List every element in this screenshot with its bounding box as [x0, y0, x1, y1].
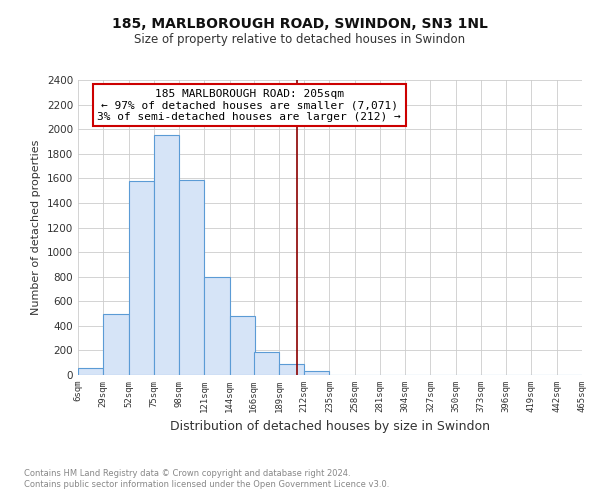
Y-axis label: Number of detached properties: Number of detached properties: [31, 140, 41, 315]
Bar: [154, 136, 179, 375]
Bar: [103, 314, 128, 375]
Bar: [254, 352, 279, 375]
Text: 185 MARLBOROUGH ROAD: 205sqm
← 97% of detached houses are smaller (7,071)
3% of : 185 MARLBOROUGH ROAD: 205sqm ← 97% of de…: [97, 89, 401, 122]
Bar: [230, 316, 255, 375]
Bar: [78, 368, 103, 375]
X-axis label: Distribution of detached houses by size in Swindon: Distribution of detached houses by size …: [170, 420, 490, 434]
Bar: [128, 181, 154, 375]
Text: Contains public sector information licensed under the Open Government Licence v3: Contains public sector information licen…: [24, 480, 389, 489]
Text: Contains HM Land Registry data © Crown copyright and database right 2024.: Contains HM Land Registry data © Crown c…: [24, 468, 350, 477]
Text: 185, MARLBOROUGH ROAD, SWINDON, SN3 1NL: 185, MARLBOROUGH ROAD, SWINDON, SN3 1NL: [112, 18, 488, 32]
Text: Size of property relative to detached houses in Swindon: Size of property relative to detached ho…: [134, 32, 466, 46]
Bar: [304, 370, 329, 375]
Bar: [279, 364, 304, 375]
Bar: [179, 180, 204, 375]
Bar: [204, 276, 230, 375]
